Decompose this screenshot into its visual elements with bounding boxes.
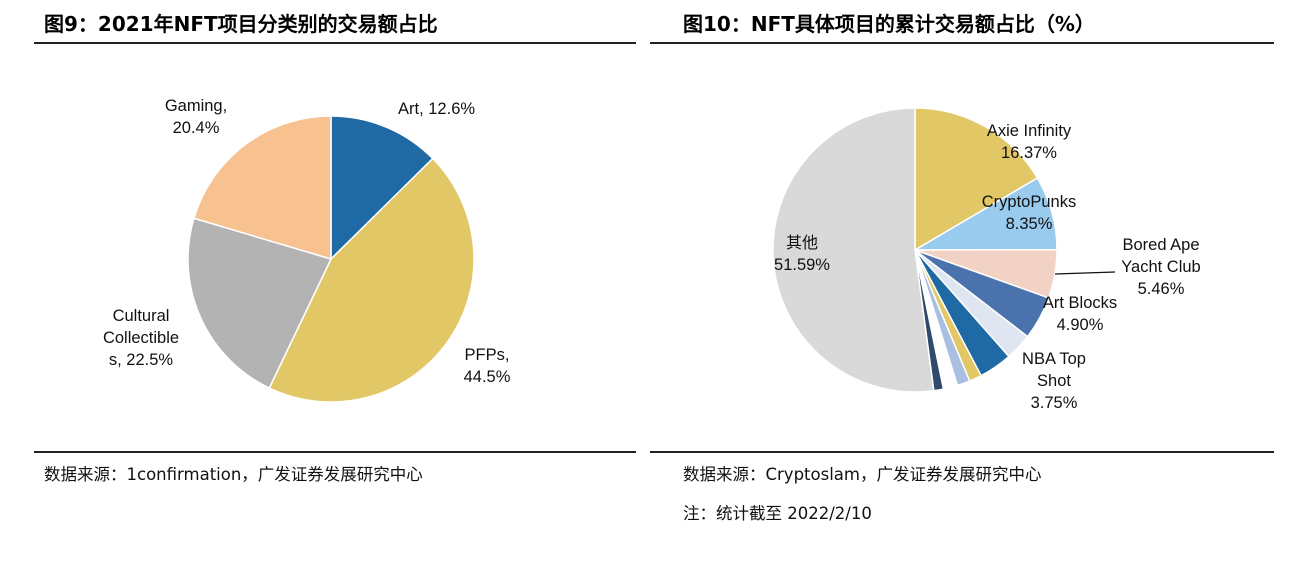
slice-data-label: Bored Ape Yacht Club 5.46% — [1121, 236, 1201, 298]
figure-10-source: 数据来源：Cryptoslam，广发证券发展研究中心 — [683, 465, 1042, 484]
figure-9-panel: 图9：2021年NFT项目分类别的交易额占比 Art, 12.6% PFPs, 44… — [34, 12, 636, 484]
slice-data-label: Axie Infinity 16.37% — [987, 122, 1072, 162]
slice-data-label: Cultural Collectible s, 22.5% — [103, 307, 179, 369]
slice-data-label: Gaming, 20.4% — [165, 97, 227, 137]
slice-data-label: CryptoPunks 8.35% — [982, 193, 1076, 233]
figure-9-top-rule — [34, 42, 636, 44]
figure-10-title: 图10：NFT具体项目的累计交易额占比（%） — [683, 12, 1095, 36]
figure-9-source: 数据来源：1confirmation，广发证券发展研究中心 — [44, 465, 423, 484]
pie-slice — [268, 157, 475, 403]
slice-data-label: Art, 12.6% — [398, 100, 475, 118]
pie-slice — [772, 107, 935, 393]
figure-10-top-rule — [650, 42, 1274, 44]
figure-9-bottom-rule — [34, 451, 636, 453]
label-leader-line — [1054, 271, 1116, 275]
pie-slice — [330, 115, 434, 260]
slice-data-label: PFPs, 44.5% — [464, 346, 511, 386]
figure-9-title: 图9：2021年NFT项目分类别的交易额占比 — [44, 12, 438, 36]
figure-10-bottom-rule — [650, 451, 1274, 453]
pie-slice — [914, 107, 1039, 251]
slice-data-label: NBA Top Shot 3.75% — [1022, 350, 1086, 412]
figure-10-panel: 图10：NFT具体项目的累计交易额占比（%） Axie Infinity 16.3… — [650, 0, 1299, 571]
figure-10-pie-chart: Axie Infinity 16.37% CryptoPunks 8.35% Bored… — [772, 107, 1201, 412]
figure-9-pie-chart: Art, 12.6% PFPs, 44.5% Cultural Collectible s… — [103, 97, 511, 403]
pie-slice — [193, 115, 332, 260]
slice-data-label: 其他 51.59% — [774, 233, 830, 274]
figure-10-note: 注：统计截至 2022/2/10 — [683, 504, 872, 523]
slice-data-label: Art Blocks 4.90% — [1043, 294, 1117, 334]
pie-slice — [187, 217, 332, 389]
